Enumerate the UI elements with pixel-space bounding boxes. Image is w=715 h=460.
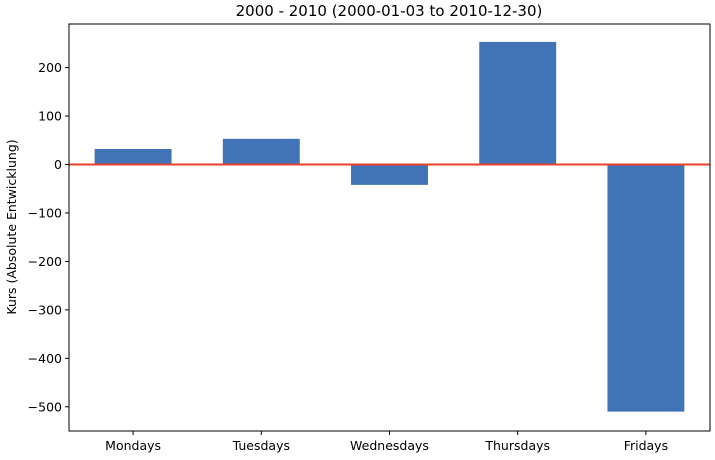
bar-tuesdays <box>222 138 300 165</box>
y-tick-label: 100 <box>38 109 62 124</box>
chart-title: 2000 - 2010 (2000-01-03 to 2010-12-30) <box>236 2 543 20</box>
y-tick-label: 200 <box>38 60 62 75</box>
x-tick-label: Mondays <box>105 438 161 453</box>
y-tick-label: −400 <box>28 351 62 366</box>
y-axis-label: Kurs (Absolute Entwicklung) <box>4 139 19 314</box>
bar-mondays <box>94 149 172 165</box>
x-tick-label: Tuesdays <box>232 438 290 453</box>
y-tick-label: −200 <box>28 254 62 269</box>
y-tick-label: −300 <box>28 302 62 317</box>
y-tick-label: −500 <box>28 399 62 414</box>
bar-wednesdays <box>351 164 428 185</box>
bars-group <box>94 41 685 412</box>
bar-fridays <box>607 164 685 412</box>
bar-thursdays <box>479 41 557 165</box>
x-axis: Mondays Tuesdays Wednesdays Thursdays Friday… <box>105 431 668 453</box>
y-axis: −500 −400 −300 −200 −100 0 100 200 <box>28 60 69 414</box>
x-tick-label: Wednesdays <box>350 438 429 453</box>
x-tick-label: Fridays <box>624 438 668 453</box>
y-tick-label: −100 <box>28 205 62 220</box>
x-tick-label: Thursdays <box>484 438 550 453</box>
y-tick-label: 0 <box>54 157 62 172</box>
